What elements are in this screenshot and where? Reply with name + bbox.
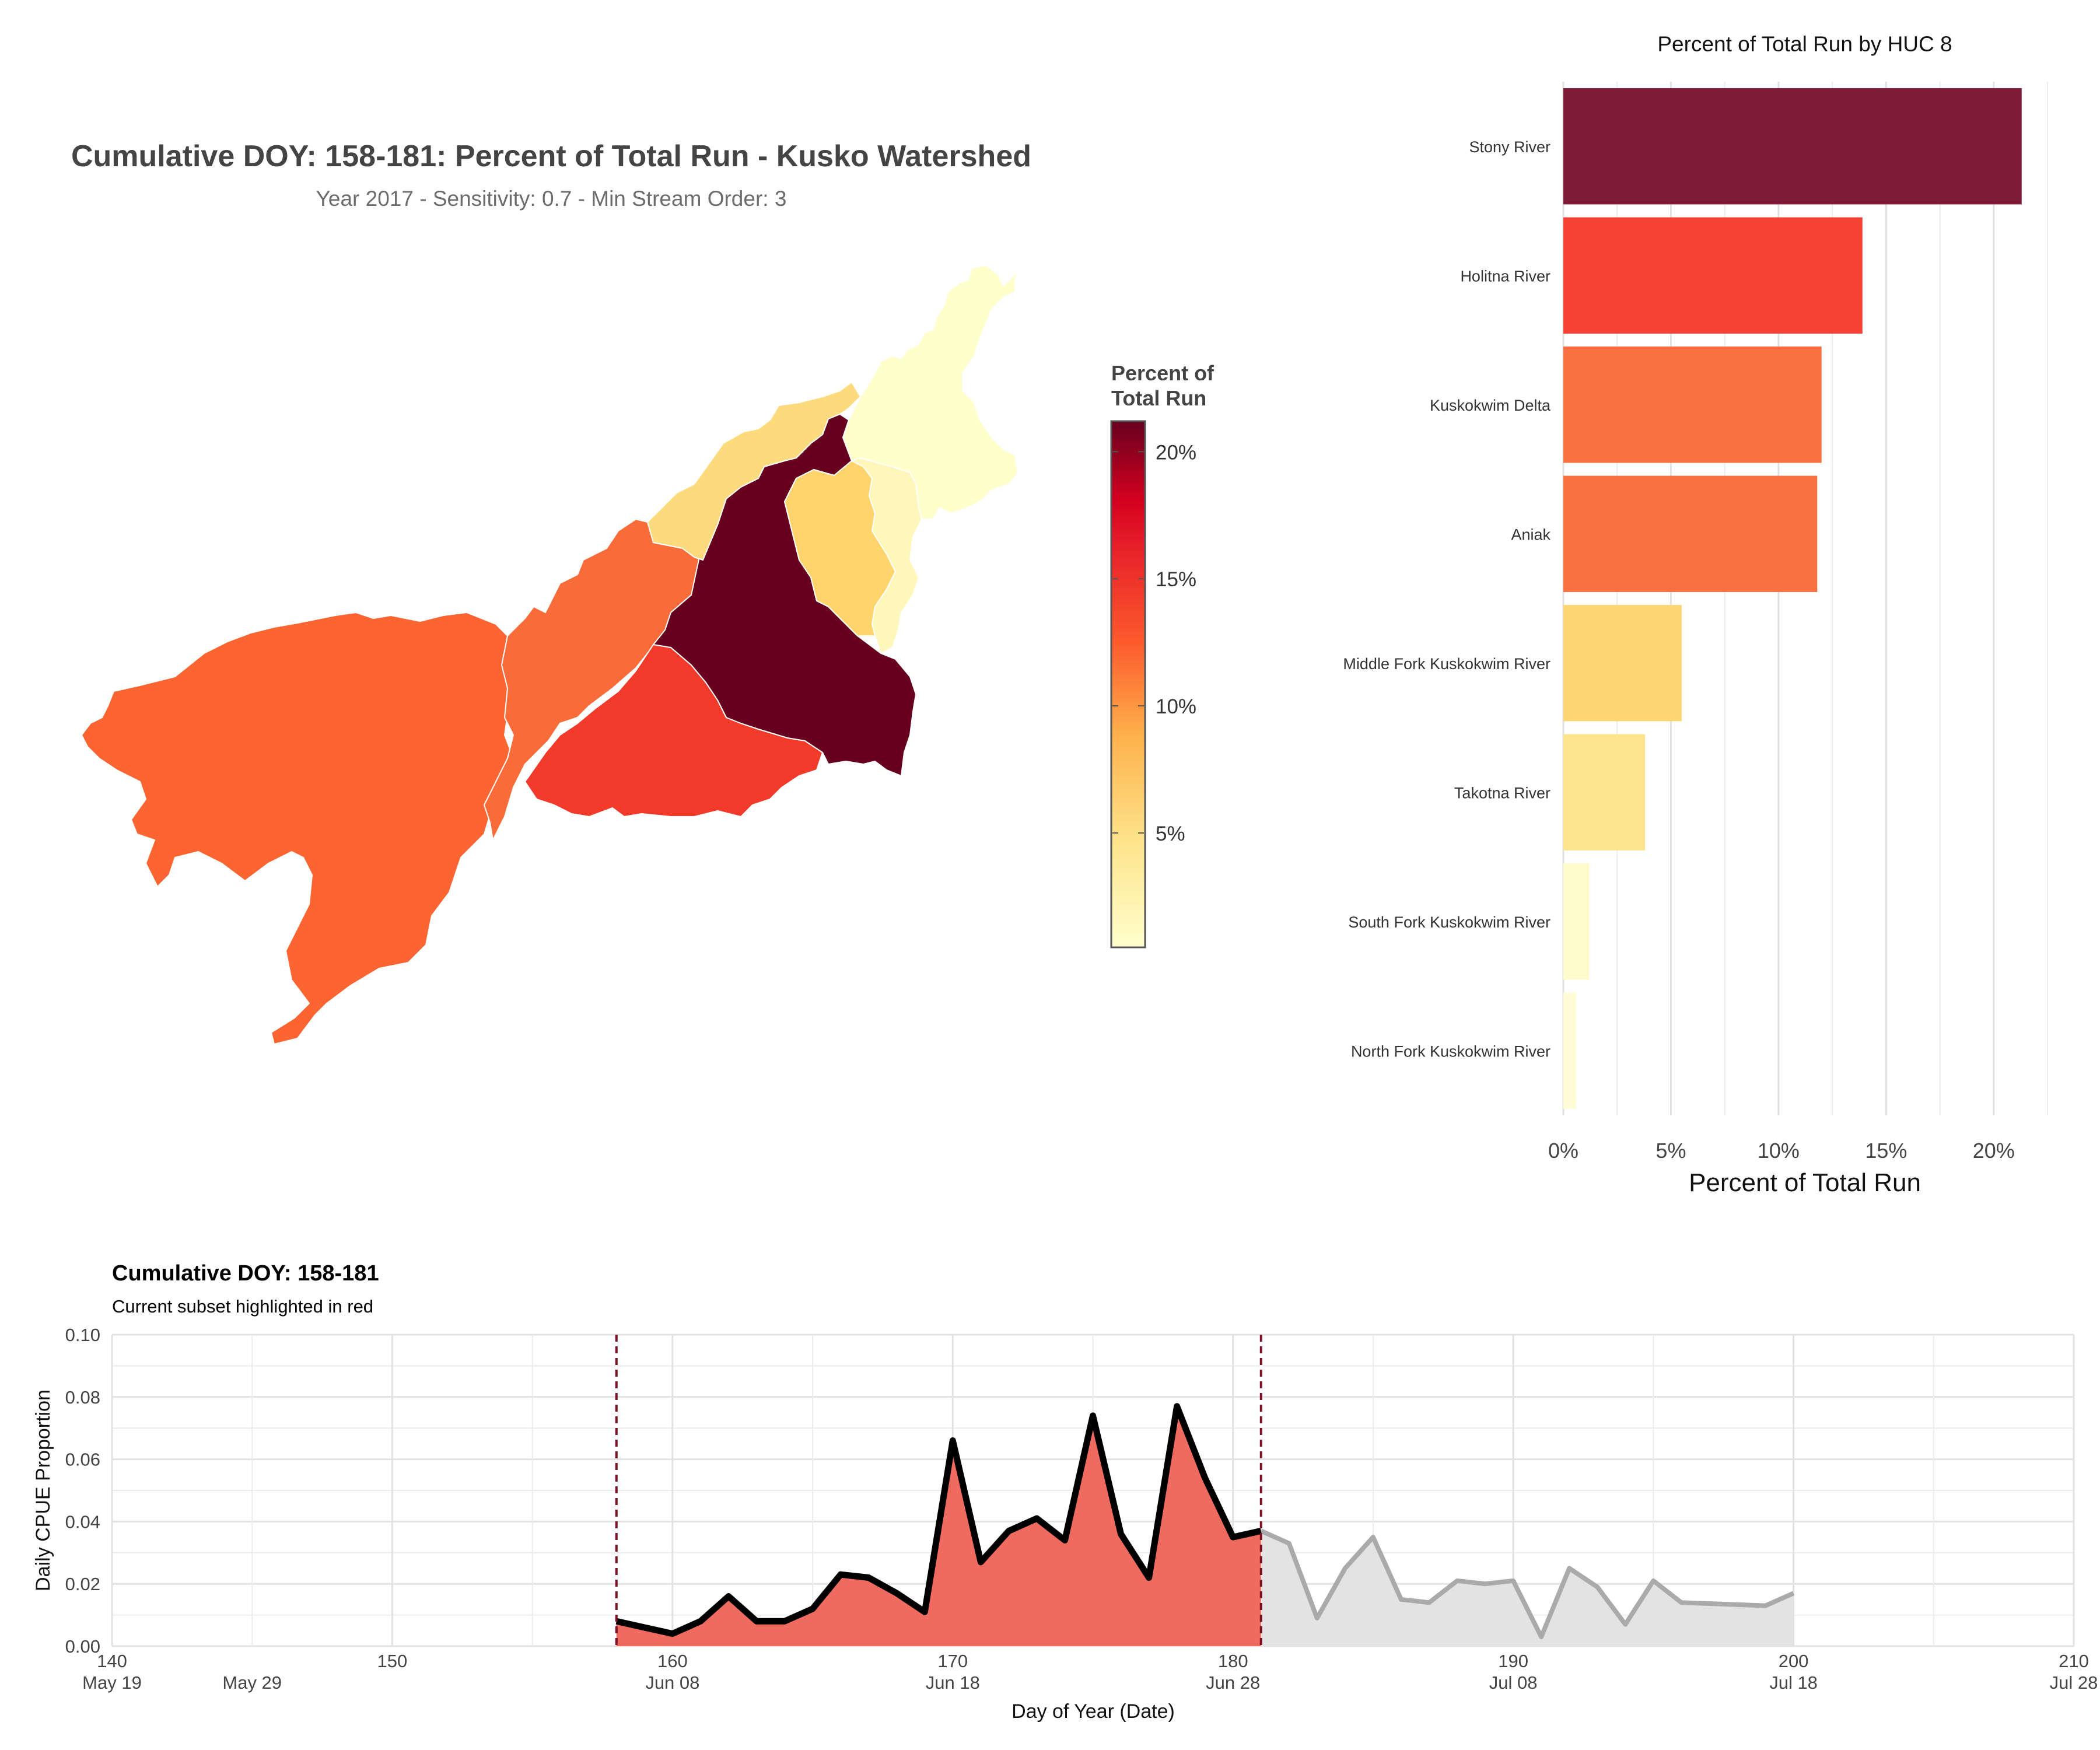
x-date-label: Jul 18 [1769, 1672, 1818, 1693]
legend-tick-label: 10% [1156, 695, 1196, 718]
bar-chart-bars [1563, 88, 2022, 1109]
map-panel: Cumulative DOY: 158-181: Percent of Tota… [71, 139, 1214, 1045]
x-date-label: Jun 28 [1206, 1672, 1260, 1693]
bar-takotna-river [1563, 734, 1646, 850]
x-tick-label: 10% [1758, 1139, 1800, 1163]
timeseries-subtitle: Current subset highlighted in red [112, 1296, 373, 1317]
timeseries-panel: Cumulative DOY: 158-181 Current subset h… [32, 1261, 2098, 1723]
x-tick-label: 200 [1779, 1651, 1809, 1671]
bar-kuskokwim-delta [1563, 346, 1822, 463]
y-tick-label: 0.08 [65, 1387, 100, 1408]
bar-chart-panel: Percent of Total Run by HUC 8 Stony Rive… [1343, 32, 2048, 1197]
series-line-outside-subset [1260, 1528, 1795, 1639]
x-tick-label: 5% [1656, 1139, 1686, 1163]
legend-colorbar [1110, 420, 1146, 949]
bar-south-fork-kuskokwim-river [1563, 863, 1590, 980]
category-label: South Fork Kuskokwim River [1348, 914, 1550, 931]
bar-chart-title: Percent of Total Run by HUC 8 [1657, 32, 1952, 56]
map-region-kuskokwim-delta [81, 612, 514, 1045]
x-date-label: May 29 [222, 1672, 282, 1693]
x-date-label: May 19 [82, 1672, 142, 1693]
legend-title-line2: Total Run [1111, 386, 1206, 410]
bar-chart-category-labels: Stony River Holitna River Kuskokwim Delta A… [1343, 138, 1551, 1060]
x-tick-label: 20% [1973, 1139, 2015, 1163]
series-line-highlighted [615, 1403, 1262, 1637]
category-label: Takotna River [1454, 784, 1550, 802]
color-legend: Percent of Total Run 20% 15% 10% 5% [1110, 361, 1214, 949]
y-tick-label: 0.00 [65, 1636, 100, 1657]
bar-chart-x-ticks: 0% 5% 10% 15% 20% [1548, 1139, 2015, 1163]
y-tick-label: 0.02 [65, 1574, 100, 1594]
timeseries-x-ticks: 140 150 160 170 180 190 200 210 May 19 May 29 Jun … [82, 1651, 2098, 1693]
timeseries-y-axis-label: Daily CPUE Proportion [32, 1390, 54, 1591]
timeseries-series [615, 1335, 1795, 1646]
legend-tick-label: 20% [1156, 441, 1196, 464]
legend-tick-label: 5% [1156, 822, 1185, 845]
x-tick-label: 150 [377, 1651, 408, 1671]
map-title: Cumulative DOY: 158-181: Percent of Tota… [71, 139, 1031, 173]
x-tick-label: 160 [657, 1651, 688, 1671]
timeseries-title: Cumulative DOY: 158-181 [112, 1261, 379, 1286]
category-label: Kuskokwim Delta [1430, 397, 1551, 414]
x-tick-label: 170 [937, 1651, 968, 1671]
bar-north-fork-kuskokwim-river [1563, 992, 1577, 1109]
series-area-outside-subset [1261, 1531, 1794, 1646]
category-label: North Fork Kuskokwim River [1351, 1042, 1550, 1060]
bar-holitna-river [1563, 217, 1863, 334]
map-subtitle: Year 2017 - Sensitivity: 0.7 - Min Strea… [316, 187, 787, 211]
y-tick-label: 0.10 [65, 1325, 100, 1345]
category-label: Middle Fork Kuskokwim River [1343, 655, 1550, 673]
x-tick-label: 210 [2059, 1651, 2089, 1671]
timeseries-y-ticks: 0.00 0.02 0.04 0.06 0.08 0.10 [65, 1325, 100, 1657]
map-region-takotna [647, 382, 861, 561]
category-label: Aniak [1511, 526, 1550, 543]
timeseries-x-axis-label: Day of Year (Date) [1012, 1700, 1175, 1723]
y-tick-label: 0.06 [65, 1450, 100, 1470]
bar-middle-fork-kuskokwim-river [1563, 605, 1682, 722]
x-tick-label: 180 [1218, 1651, 1248, 1671]
watershed-map [81, 265, 1019, 1045]
bar-stony-river [1563, 88, 2022, 205]
legend-ticks: 20% 15% 10% 5% [1112, 441, 1196, 845]
x-tick-label: 140 [97, 1651, 127, 1671]
map-region-aniak [484, 519, 704, 841]
bar-aniak [1563, 475, 1818, 592]
legend-tick-label: 15% [1156, 568, 1196, 591]
legend-title-line1: Percent of [1111, 361, 1214, 385]
x-date-label: Jul 28 [2050, 1672, 2098, 1693]
x-tick-label: 190 [1498, 1651, 1528, 1671]
y-tick-label: 0.04 [65, 1511, 100, 1532]
category-label: Holitna River [1460, 267, 1550, 285]
x-date-label: Jun 18 [926, 1672, 980, 1693]
x-date-label: Jun 08 [645, 1672, 699, 1693]
bar-chart-x-axis-label: Percent of Total Run [1689, 1168, 1921, 1197]
map-region-north-fork [842, 265, 1019, 520]
category-label: Stony River [1469, 138, 1550, 156]
x-tick-label: 15% [1865, 1139, 1907, 1163]
x-tick-label: 0% [1548, 1139, 1578, 1163]
x-date-label: Jul 08 [1489, 1672, 1538, 1693]
